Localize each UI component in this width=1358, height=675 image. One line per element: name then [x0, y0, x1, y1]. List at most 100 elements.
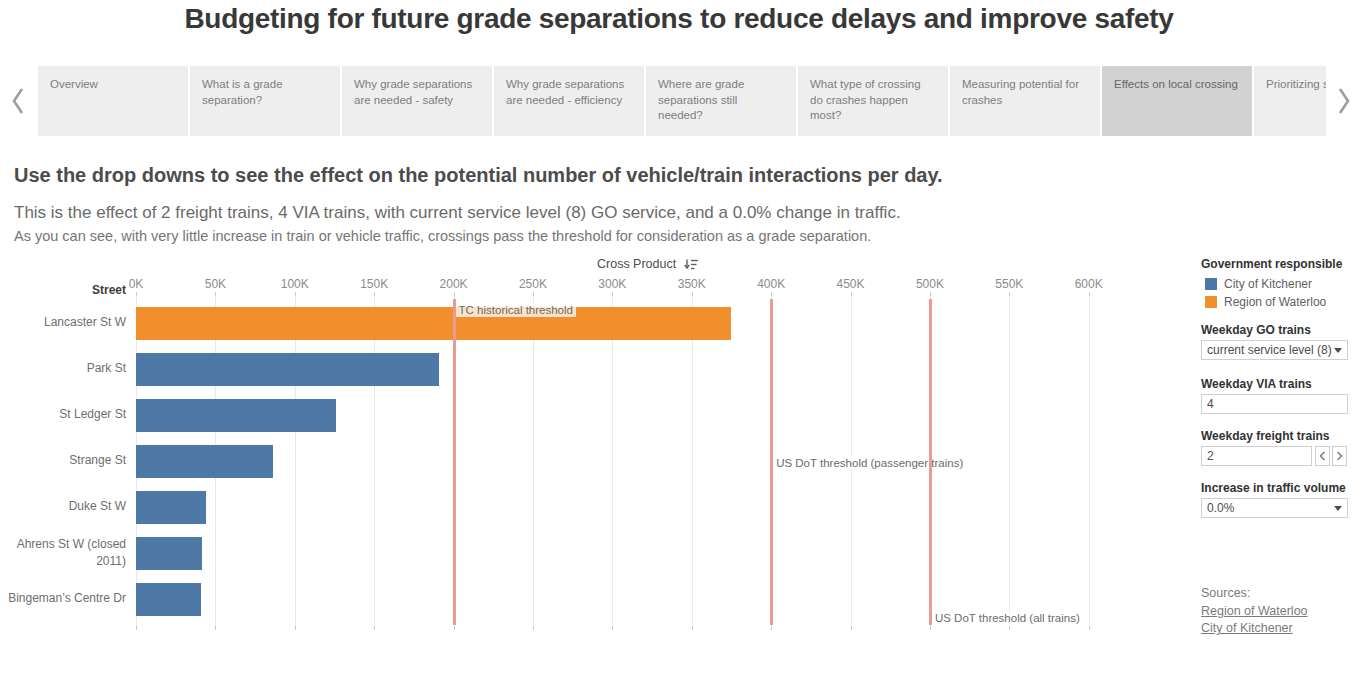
- reference-label-tc-historical-threshold: TC historical threshold: [456, 303, 576, 317]
- row-label-ahrens-st-w-closed-2011: Ahrens St W (closed 2011): [6, 530, 126, 576]
- tick-label-600K: 600K: [1059, 277, 1119, 291]
- axis-tick: [1089, 292, 1090, 296]
- caret-down-icon: [1334, 348, 1342, 353]
- legend-swatch: [1205, 278, 1217, 290]
- tick-label-350K: 350K: [662, 277, 722, 291]
- freight-increase-button[interactable]: [1332, 446, 1347, 466]
- dashboard: Budgeting for future grade separations t…: [0, 0, 1358, 675]
- gridline-600K: [1089, 296, 1090, 626]
- axis-tick: [1009, 292, 1010, 296]
- chevron-left-icon: [1319, 451, 1326, 461]
- axis-tick: [930, 626, 931, 630]
- freight-trains-label: Weekday freight trains: [1201, 429, 1351, 443]
- tick-label-550K: 550K: [979, 277, 1039, 291]
- tab-prioritizing-separations[interactable]: Prioritizing separations: [1254, 66, 1326, 136]
- sources-label: Sources:: [1201, 586, 1250, 600]
- tick-label-300K: 300K: [582, 277, 642, 291]
- axis-tick: [771, 292, 772, 296]
- tick-label-0K: 0K: [106, 277, 166, 291]
- source-link-city-of-kitchener[interactable]: City of Kitchener: [1201, 621, 1293, 635]
- legend-item-label: Region of Waterloo: [1224, 295, 1326, 309]
- axis-tick: [930, 292, 931, 296]
- freight-decrease-button[interactable]: [1315, 446, 1330, 466]
- axis-tick: [612, 626, 613, 630]
- bar-lancaster-st-w[interactable]: [136, 307, 731, 340]
- row-label-bingeman-s-centre-dr: Bingeman’s Centre Dr: [6, 576, 126, 622]
- gridline-250K: [533, 296, 534, 626]
- legend-swatch: [1205, 296, 1217, 308]
- gridline-100K: [295, 296, 296, 626]
- gridline-350K: [692, 296, 693, 626]
- bar-strange-st[interactable]: [136, 445, 273, 478]
- tick-label-100K: 100K: [265, 277, 325, 291]
- legend-item-city-of-kitchener[interactable]: City of Kitchener: [1205, 276, 1312, 292]
- source-link-region-of-waterloo[interactable]: Region of Waterloo: [1201, 604, 1308, 618]
- bar-park-st[interactable]: [136, 353, 439, 386]
- tabs-next-button[interactable]: [1332, 82, 1356, 120]
- tab-effects-on-local-crossing[interactable]: Effects on local crossing: [1102, 66, 1252, 136]
- axis-tick: [692, 292, 693, 296]
- axis-title-group: Cross Product: [597, 257, 698, 271]
- bar-duke-st-w[interactable]: [136, 491, 206, 524]
- axis-tick: [612, 292, 613, 296]
- bar-ahrens-st-w-closed-2011[interactable]: [136, 537, 202, 570]
- caret-down-icon: [1334, 506, 1342, 511]
- axis-tick: [136, 626, 137, 630]
- reference-line-us-dot-threshold-all-trains: [929, 299, 932, 625]
- axis-tick: [771, 626, 772, 630]
- go-trains-label: Weekday GO trains: [1201, 323, 1351, 337]
- row-label-park-st: Park St: [6, 346, 126, 392]
- tab-measuring-potential-for-crashes[interactable]: Measuring potential for crashes: [950, 66, 1100, 136]
- legend-item-label: City of Kitchener: [1224, 277, 1312, 291]
- axis-tick: [692, 626, 693, 630]
- reference-line-tc-historical-threshold: [453, 299, 456, 625]
- traffic-volume-label: Increase in traffic volume: [1201, 481, 1351, 495]
- axis-title: Cross Product: [597, 257, 676, 271]
- page-title: Budgeting for future grade separations t…: [0, 3, 1358, 35]
- tab-what-is-a-grade-separation[interactable]: What is a grade separation?: [190, 66, 340, 136]
- tick-label-500K: 500K: [900, 277, 960, 291]
- gridline-300K: [612, 296, 613, 626]
- axis-tick: [454, 626, 455, 630]
- intro-effect-summary: This is the effect of 2 freight trains, …: [14, 203, 901, 223]
- axis-tick: [851, 626, 852, 630]
- axis-tick: [851, 292, 852, 296]
- axis-tick: [374, 626, 375, 630]
- legend-title: Government responsible: [1201, 257, 1351, 271]
- intro-note: As you can see, with very little increas…: [14, 228, 871, 244]
- tick-label-450K: 450K: [821, 277, 881, 291]
- reference-label-us-dot-threshold-passenger-trains: US DoT threshold (passenger trains): [773, 456, 966, 470]
- intro-heading: Use the drop downs to see the effect on …: [14, 164, 943, 187]
- row-label-duke-st-w: Duke St W: [6, 484, 126, 530]
- axis-tick: [136, 292, 137, 296]
- tabs-prev-button[interactable]: [6, 82, 30, 120]
- chevron-right-icon: [1335, 85, 1353, 117]
- axis-tick: [374, 292, 375, 296]
- sort-descending-icon[interactable]: [684, 258, 698, 271]
- via-trains-input[interactable]: [1201, 394, 1348, 414]
- go-trains-dropdown[interactable]: current service level (8): [1201, 340, 1348, 360]
- axis-tick: [454, 292, 455, 296]
- chevron-right-icon: [1336, 451, 1343, 461]
- tick-label-200K: 200K: [424, 277, 484, 291]
- axis-tick: [295, 626, 296, 630]
- axis-tick: [295, 292, 296, 296]
- bar-bingeman-s-centre-dr[interactable]: [136, 583, 201, 616]
- row-label-strange-st: Strange St: [6, 438, 126, 484]
- tab-what-type-of-crossing-do-crashes-happen-most[interactable]: What type of crossing do crashes happen …: [798, 66, 948, 136]
- legend-item-region-of-waterloo[interactable]: Region of Waterloo: [1205, 294, 1326, 310]
- traffic-volume-dropdown[interactable]: 0.0%: [1201, 498, 1348, 518]
- axis-tick: [533, 626, 534, 630]
- tab-where-are-grade-separations-still-needed[interactable]: Where are grade separations still needed…: [646, 66, 796, 136]
- row-label-st-ledger-st: St Ledger St: [6, 392, 126, 438]
- tab-why-grade-separations-are-needed-efficiency[interactable]: Why grade separations are needed - effic…: [494, 66, 644, 136]
- axis-tick: [1009, 626, 1010, 630]
- tick-label-250K: 250K: [503, 277, 563, 291]
- axis-tick: [215, 292, 216, 296]
- chevron-left-icon: [9, 85, 27, 117]
- tab-overview[interactable]: Overview: [38, 66, 188, 136]
- tab-why-grade-separations-are-needed-safety[interactable]: Why grade separations are needed - safet…: [342, 66, 492, 136]
- freight-trains-input[interactable]: [1201, 446, 1312, 466]
- tab-bar: OverviewWhat is a grade separation?Why g…: [38, 66, 1326, 136]
- bar-st-ledger-st[interactable]: [136, 399, 336, 432]
